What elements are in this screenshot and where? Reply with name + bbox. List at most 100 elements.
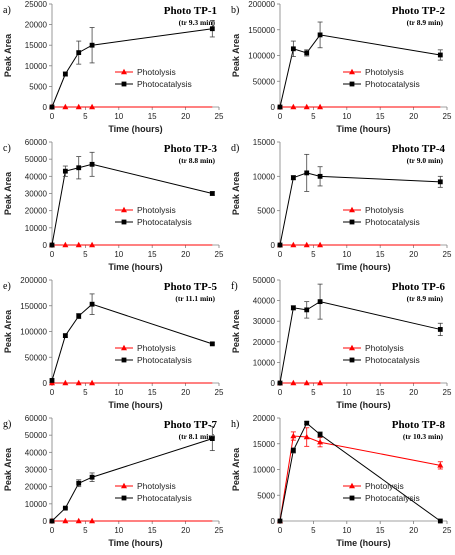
legend-entry: Photolysis (115, 205, 176, 215)
y-tick-label: 0 (271, 379, 276, 388)
data-point (62, 505, 68, 511)
x-tick-label: 20 (181, 526, 190, 535)
chart-title: Photo TP-2 (392, 5, 446, 17)
y-tick-label: 20000 (25, 21, 48, 30)
data-point (76, 480, 82, 486)
y-axis-label: Peak Area (3, 447, 13, 491)
data-point (49, 378, 55, 383)
x-tick-label: 5 (311, 388, 316, 397)
series-photolysis (277, 379, 441, 386)
y-tick-label: 5000 (29, 82, 47, 91)
y-tick-label: 10000 (25, 500, 48, 509)
legend-entry: Photolysis (343, 481, 404, 491)
y-tick-label: 50000 (25, 353, 48, 362)
legend-label: Photolysis (365, 205, 404, 215)
legend-label: Photolysis (137, 205, 176, 215)
chart-title: Photo TP-7 (164, 419, 218, 431)
chart-title: Photo TP-3 (164, 143, 218, 155)
x-tick-label: 10 (342, 388, 351, 397)
data-point (89, 241, 96, 248)
legend-label: Photolysis (365, 67, 404, 77)
chart-title: Photo TP-1 (164, 5, 217, 17)
x-tick-label: 10 (342, 112, 351, 121)
series-photolysis (277, 103, 441, 110)
legend-marker (121, 495, 127, 501)
chart-title: Photo TP-4 (392, 143, 446, 155)
x-tick-label: 25 (215, 250, 224, 259)
legend-entry: Photocatalysis (343, 493, 420, 503)
x-tick-label: 0 (50, 250, 55, 259)
panel-label: a) (3, 5, 11, 16)
data-point (75, 103, 82, 110)
y-tick-label: 200000 (248, 0, 275, 9)
legend-marker (121, 81, 127, 87)
chart-panel-7: 0 10000 20000 30000 40000 50000 60000 0 5 10 15 20 2… (3, 414, 224, 548)
y-axis-label: Peak Area (231, 447, 241, 491)
y-axis-label: Peak Area (231, 309, 241, 353)
y-axis-label: Peak Area (231, 171, 241, 215)
legend-entry: Photocatalysis (115, 79, 192, 89)
y-axis-label: Peak Area (3, 33, 13, 77)
chart-subtitle: (tr 8.8 min) (179, 156, 216, 165)
data-point (290, 103, 297, 110)
data-point (89, 474, 95, 480)
legend-label: Photolysis (137, 67, 176, 77)
legend-label: Photocatalysis (137, 493, 192, 503)
y-tick-label: 100000 (248, 52, 275, 61)
chart-subtitle: (tr 10.3 min) (403, 432, 444, 441)
data-point (277, 242, 283, 248)
x-tick-label: 15 (148, 526, 157, 535)
data-point (290, 241, 297, 248)
legend-label: Photolysis (365, 481, 404, 491)
data-point (89, 42, 95, 48)
legend-entry: Photocatalysis (343, 217, 420, 227)
x-tick-label: 20 (409, 250, 418, 259)
legend-entry: Photocatalysis (115, 217, 192, 227)
series-photolysis (277, 427, 444, 524)
data-point (303, 103, 310, 110)
x-tick-label: 25 (443, 250, 452, 259)
data-point (49, 242, 55, 248)
series-line (279, 172, 441, 246)
legend-label: Photocatalysis (137, 355, 192, 365)
legend-entry: Photolysis (343, 343, 404, 353)
series-photolysis (49, 103, 213, 110)
chart-panel-2: 0 50000 100000 150000 200000 0 5 10 15 20 25 Time (… (231, 0, 452, 134)
chart-panel-5: 0 50000 100000 150000 200000 0 5 10 15 20 25 Time (… (3, 276, 224, 410)
x-tick-label: 10 (342, 526, 351, 535)
y-tick-label: 0 (271, 517, 276, 526)
chart-subtitle: (tr 9.0 min) (407, 156, 444, 165)
data-point (290, 432, 297, 439)
chart-panel-4: 0 5000 10000 15000 0 5 10 15 20 25 Time (hours) Pea… (231, 138, 452, 272)
x-tick-label: 0 (278, 526, 283, 535)
x-tick-label: 25 (215, 112, 224, 121)
y-tick-label: 20000 (25, 207, 48, 216)
x-tick-label: 25 (215, 526, 224, 535)
data-point (89, 517, 96, 524)
legend-marker (349, 495, 355, 501)
legend-entry: Photocatalysis (115, 493, 192, 503)
y-tick-label: 50000 (253, 77, 276, 86)
chart-title: Photo TP-8 (392, 419, 446, 431)
data-point (209, 341, 215, 347)
data-point (317, 32, 323, 38)
legend-marker (349, 344, 355, 351)
data-point (317, 432, 323, 437)
y-tick-label: 30000 (25, 190, 48, 199)
y-axis-label: Peak Area (3, 309, 13, 353)
x-tick-label: 0 (278, 112, 283, 121)
series-line (279, 301, 441, 384)
data-point (290, 448, 296, 453)
data-point (49, 104, 55, 110)
x-axis-label: Time (hours) (336, 124, 390, 134)
data-point (303, 241, 310, 248)
y-tick-label: 60000 (25, 138, 48, 147)
x-tick-label: 5 (311, 526, 316, 535)
legend-label: Photocatalysis (365, 217, 420, 227)
panel-label: g) (3, 419, 11, 430)
x-tick-label: 5 (83, 526, 88, 535)
data-point (62, 168, 68, 174)
chart-subtitle: (tr 8.9 min) (407, 294, 444, 303)
